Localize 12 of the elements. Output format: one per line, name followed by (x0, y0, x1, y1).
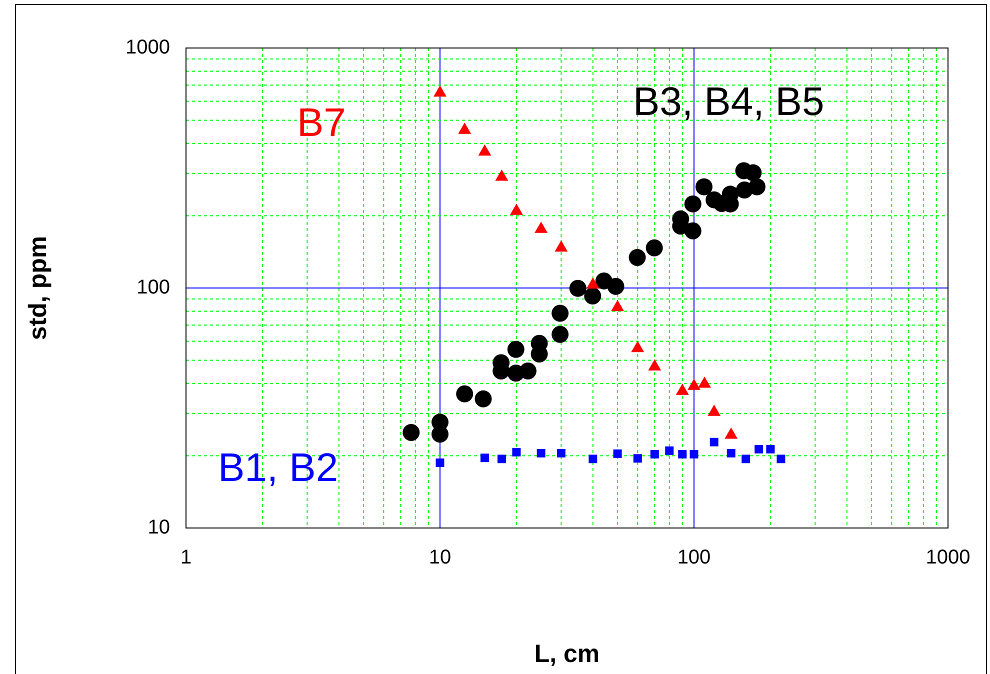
x-tick-label: 1 (180, 546, 192, 569)
x-tick-label: 1000 (926, 546, 970, 569)
text: B1, B2 (218, 446, 338, 490)
x-tick-label: 10 (428, 546, 452, 569)
x-tick-label: 100 (677, 546, 711, 569)
y-axis-title: std, ppm (24, 236, 52, 340)
y-tick-label: 10 (148, 516, 170, 539)
y-tick-label: 100 (136, 276, 170, 299)
text: B7 (297, 101, 346, 146)
x-axis-title: L, cm (534, 640, 600, 668)
y-tick-label: 1000 (126, 36, 170, 59)
series-label: B3, B4, B5 (633, 80, 824, 124)
